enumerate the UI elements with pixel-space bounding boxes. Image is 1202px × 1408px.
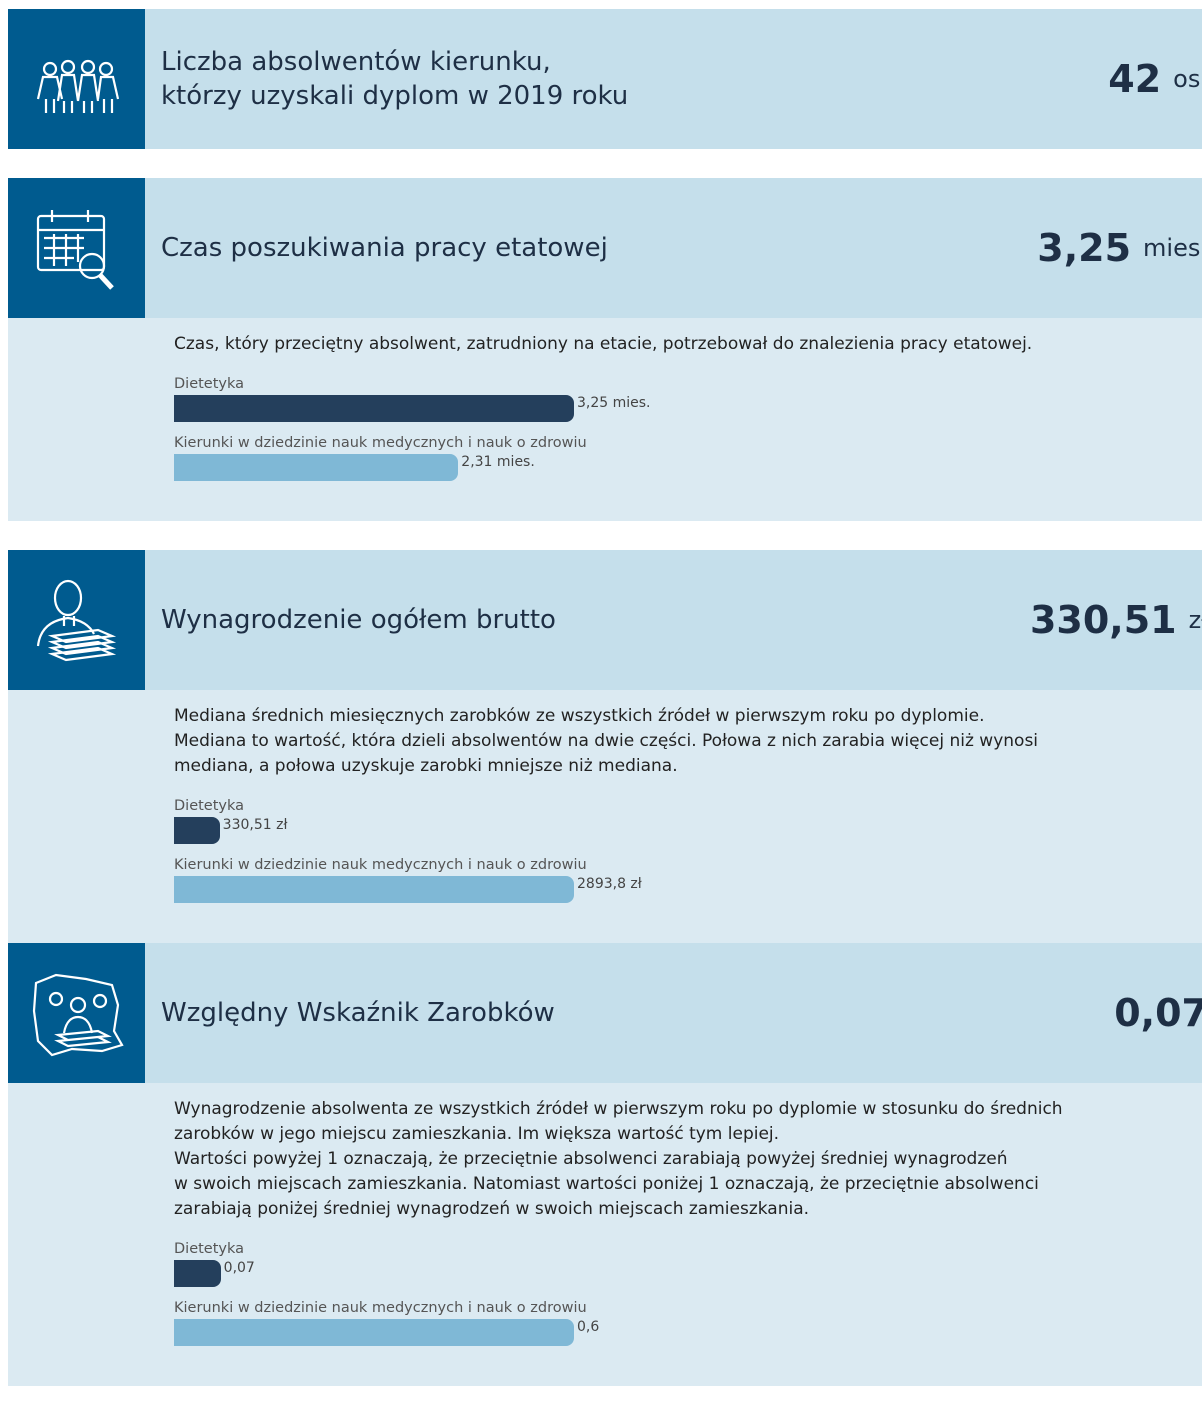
bar bbox=[174, 395, 574, 422]
section-header: Czas poszukiwania pracy etatowej 3,25 mies… bbox=[8, 178, 1202, 318]
value-number: 42 bbox=[1108, 57, 1162, 101]
value-unit: mies. bbox=[1143, 234, 1202, 262]
section-icon bbox=[8, 943, 145, 1083]
section-value: 42 os. bbox=[1108, 9, 1202, 149]
bar bbox=[174, 1260, 221, 1287]
bar-row: 0,6 bbox=[174, 1319, 1202, 1346]
icon bbox=[36, 59, 120, 113]
title-line: Liczba absolwentów kierunku, bbox=[161, 47, 551, 77]
bar-group: Dietetyka 3,25 mies. Kierunki w dziedzinie… bbox=[174, 373, 1202, 481]
section: Wynagrodzenie ogółem brutto 330,51 zł Media… bbox=[8, 550, 1202, 943]
section-title: Wynagrodzenie ogółem brutto bbox=[161, 550, 556, 690]
section-body: Mediana średnich miesięcznych zarobków z… bbox=[8, 690, 1202, 943]
icon bbox=[32, 973, 124, 1057]
description-line: w swoich miejscach zamieszkania. Natomia… bbox=[174, 1174, 1039, 1194]
bar-row: 2893,8 zł bbox=[174, 876, 1202, 903]
value-unit: zł bbox=[1188, 606, 1202, 634]
bar-label: Kierunki w dziedzinie nauk medycznych i … bbox=[174, 1300, 587, 1316]
section-header: Liczba absolwentów kierunku, którzy uzysk… bbox=[8, 9, 1202, 149]
description-line: Wynagrodzenie absolwenta ze wszystkich ź… bbox=[174, 1099, 1063, 1119]
bar-row: 0,07 bbox=[174, 1260, 1202, 1287]
description-line: zarabiają poniżej średniej wynagrodzeń w… bbox=[174, 1199, 810, 1219]
bar-group: Dietetyka 0,07 Kierunki w dziedzinie nauk … bbox=[174, 1238, 1202, 1346]
value-number: 3,25 bbox=[1037, 226, 1132, 270]
bar-value-label: 330,51 zł bbox=[222, 817, 288, 833]
section-header: Względny Wskaźnik Zarobków 0,07 bbox=[8, 943, 1202, 1083]
value-unit: os. bbox=[1173, 65, 1202, 93]
value-number: 0,07 bbox=[1114, 991, 1202, 1035]
title-line: Wynagrodzenie ogółem brutto bbox=[161, 605, 556, 635]
icon bbox=[36, 210, 114, 290]
section-title: Względny Wskaźnik Zarobków bbox=[161, 943, 555, 1083]
section-icon bbox=[8, 550, 145, 690]
bar-row: 330,51 zł bbox=[174, 817, 1202, 844]
bar bbox=[174, 817, 220, 844]
bar-label: Dietetyka bbox=[174, 1241, 245, 1257]
description-line: Mediana średnich miesięcznych zarobków z… bbox=[174, 706, 985, 726]
section: Czas poszukiwania pracy etatowej 3,25 mies… bbox=[8, 178, 1202, 521]
bar-label: Dietetyka bbox=[174, 376, 245, 392]
section-body: Czas, który przeciętny absolwent, zatrud… bbox=[8, 318, 1202, 521]
description: Czas, który przeciętny absolwent, zatrud… bbox=[174, 332, 1202, 357]
section-title: Czas poszukiwania pracy etatowej bbox=[161, 178, 608, 318]
section-value: 3,25 mies. bbox=[1037, 178, 1202, 318]
section-header: Wynagrodzenie ogółem brutto 330,51 zł bbox=[8, 550, 1202, 690]
section: Względny Wskaźnik Zarobków 0,07 Wynagrodze… bbox=[8, 943, 1202, 1386]
description-line: zarobków w jego miejscu zamieszkania. Im… bbox=[174, 1124, 780, 1144]
title-line: Względny Wskaźnik Zarobków bbox=[161, 998, 555, 1028]
bar-group: Dietetyka 330,51 zł Kierunki w dziedzinie … bbox=[174, 795, 1202, 903]
bar-label: Dietetyka bbox=[174, 798, 245, 814]
section-value: 0,07 bbox=[1114, 943, 1202, 1083]
description: Mediana średnich miesięcznych zarobków z… bbox=[174, 704, 1202, 779]
bar-value-label: 0,6 bbox=[577, 1319, 600, 1335]
icon bbox=[36, 579, 117, 662]
description: Wynagrodzenie absolwenta ze wszystkich ź… bbox=[174, 1097, 1202, 1222]
section: Liczba absolwentów kierunku, którzy uzysk… bbox=[8, 9, 1202, 149]
bar-row: 2,31 mies. bbox=[174, 454, 1202, 481]
bar-value-label: 2,31 mies. bbox=[461, 454, 535, 470]
bar-value-label: 3,25 mies. bbox=[577, 395, 651, 411]
section-icon bbox=[8, 9, 145, 149]
section-title: Liczba absolwentów kierunku, którzy uzysk… bbox=[161, 9, 628, 149]
description-line: Czas, który przeciętny absolwent, zatrud… bbox=[174, 334, 1033, 354]
bar-label: Kierunki w dziedzinie nauk medycznych i … bbox=[174, 435, 587, 451]
section-value: 330,51 zł bbox=[1030, 550, 1202, 690]
description-line: Mediana to wartość, która dzieli absolwe… bbox=[174, 731, 1039, 751]
bar bbox=[174, 876, 574, 903]
bar-value-label: 0,07 bbox=[223, 1260, 255, 1276]
bar bbox=[174, 1319, 574, 1346]
bar-value-label: 2893,8 zł bbox=[577, 876, 642, 892]
section-icon bbox=[8, 178, 145, 318]
bar bbox=[174, 454, 459, 481]
bar-row: 3,25 mies. bbox=[174, 395, 1202, 422]
bar-label: Kierunki w dziedzinie nauk medycznych i … bbox=[174, 857, 587, 873]
value-number: 330,51 bbox=[1029, 598, 1177, 642]
title-line: którzy uzyskali dyplom w 2019 roku bbox=[161, 81, 629, 111]
title-line: Czas poszukiwania pracy etatowej bbox=[161, 233, 608, 263]
section-body: Wynagrodzenie absolwenta ze wszystkich ź… bbox=[8, 1083, 1202, 1386]
description-line: Wartości powyżej 1 oznaczają, że przecię… bbox=[174, 1149, 1008, 1169]
description-line: mediana, a połowa uzyskuje zarobki mniej… bbox=[174, 756, 678, 776]
